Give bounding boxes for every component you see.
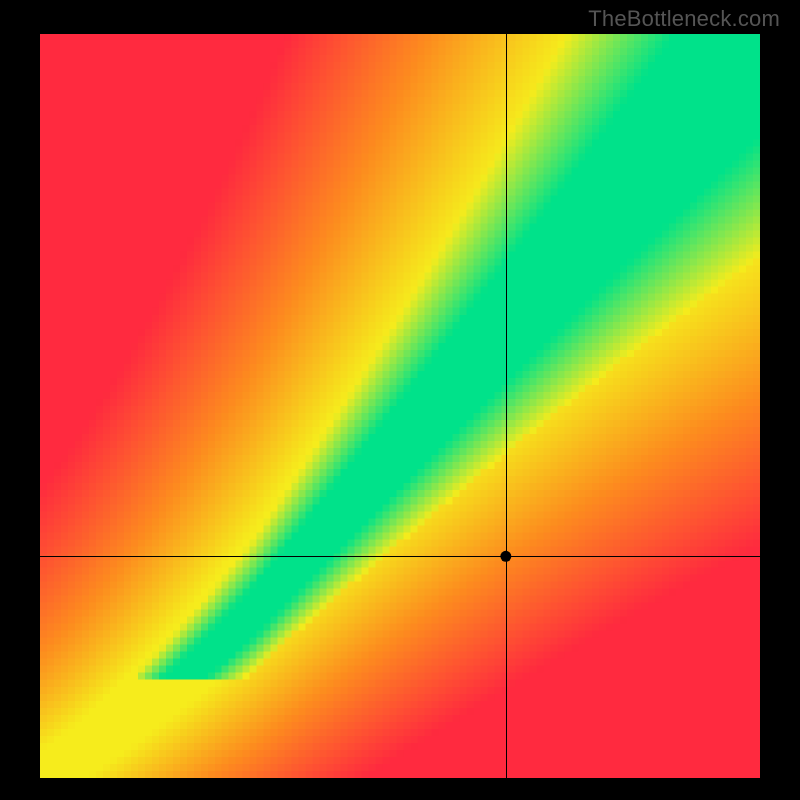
chart-container: TheBottleneck.com bbox=[0, 0, 800, 800]
crosshair-overlay bbox=[40, 34, 760, 778]
watermark-text: TheBottleneck.com bbox=[588, 6, 780, 32]
